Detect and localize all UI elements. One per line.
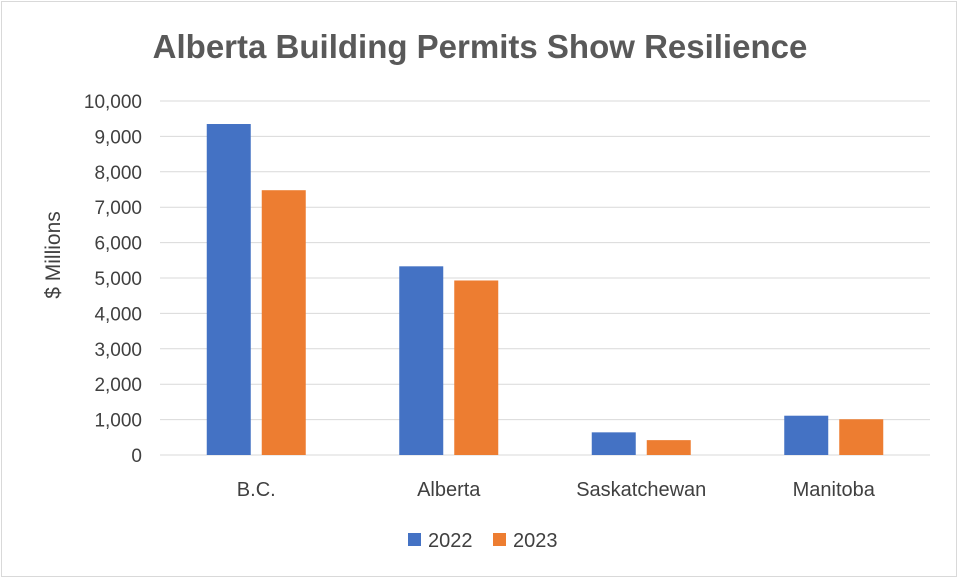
y-tick-label: 3,000 <box>94 340 142 361</box>
y-tick-label: 9,000 <box>94 127 142 148</box>
bar-2022-bc <box>206 124 251 455</box>
y-tick-labels: 0 1,000 2,000 3,000 4,000 5,000 6,000 7,000 8,00… <box>84 92 142 467</box>
category-label: Manitoba <box>793 479 876 501</box>
category-label: Saskatchewan <box>576 479 706 501</box>
legend: 2022 2023 <box>408 530 558 552</box>
bar-2023-bc <box>261 190 306 455</box>
bars <box>206 124 884 455</box>
legend-label: 2023 <box>513 530 558 552</box>
y-tick-label: 5,000 <box>94 269 142 290</box>
bar-2022-saskatchewan <box>591 432 636 455</box>
legend-swatch <box>408 533 421 546</box>
chart-title: Alberta Building Permits Show Resilience <box>153 28 808 65</box>
bar-2022-manitoba <box>784 415 829 455</box>
y-tick-label: 1,000 <box>94 411 142 432</box>
y-tick-label: 10,000 <box>84 92 142 113</box>
y-tick-label: 8,000 <box>94 163 142 184</box>
bar-2023-manitoba <box>839 419 884 455</box>
bar-2023-alberta <box>454 280 499 455</box>
legend-label: 2022 <box>428 530 473 552</box>
bar-2022-alberta <box>399 266 444 455</box>
y-tick-label: 4,000 <box>94 304 142 325</box>
y-tick-label: 2,000 <box>94 375 142 396</box>
y-axis-label: $ Millions <box>42 211 65 299</box>
bar-2023-saskatchewan <box>646 440 691 455</box>
category-labels: B.C. Alberta Saskatchewan Manitoba <box>237 479 876 501</box>
category-label: B.C. <box>237 479 276 501</box>
category-label: Alberta <box>417 479 481 501</box>
y-tick-label: 7,000 <box>94 198 142 219</box>
y-tick-label: 6,000 <box>94 234 142 255</box>
legend-swatch <box>493 533 506 546</box>
y-tick-label: 0 <box>131 446 142 467</box>
